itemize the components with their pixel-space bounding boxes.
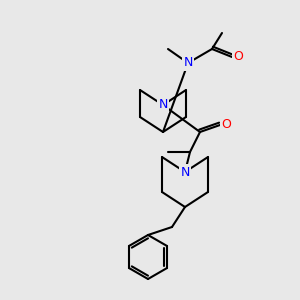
Text: N: N xyxy=(180,166,190,178)
Text: N: N xyxy=(183,56,193,70)
Text: O: O xyxy=(233,50,243,64)
Text: O: O xyxy=(221,118,231,131)
Text: N: N xyxy=(158,98,168,112)
